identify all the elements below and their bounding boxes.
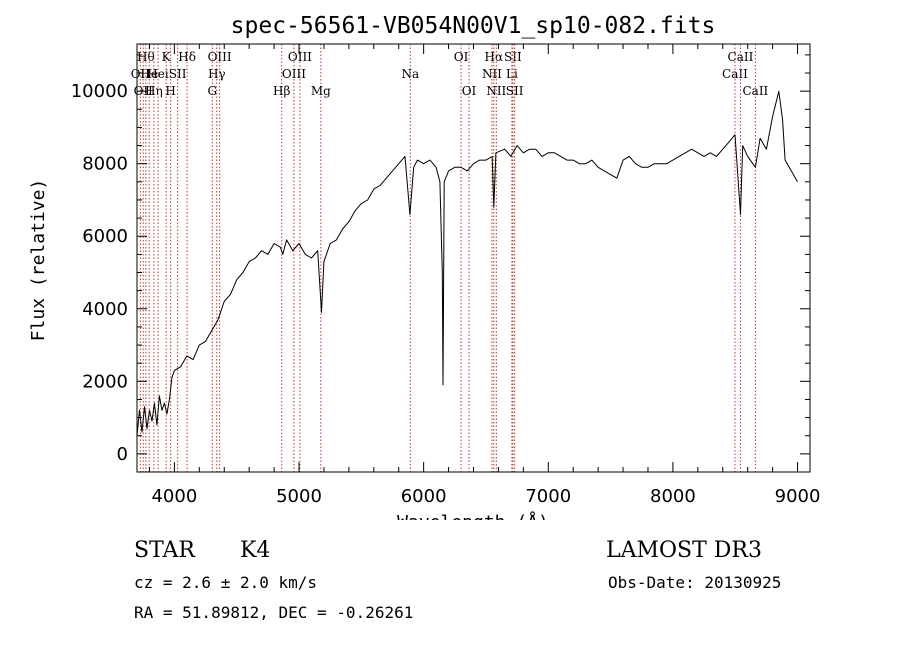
marker-label: Hδ (178, 50, 196, 64)
y-tick-label: 10000 (71, 81, 128, 102)
y-tick-label: 6000 (82, 226, 128, 247)
marker-label: Hβ (273, 84, 290, 98)
marker-label: Hγ (208, 67, 226, 81)
y-tick-label: 4000 (82, 299, 128, 320)
marker-label: G (207, 84, 217, 98)
marker-label: CaII (728, 50, 754, 64)
x-tick-label: 9000 (775, 486, 821, 507)
marker-label: He (140, 67, 158, 81)
marker-label: SII (169, 67, 187, 81)
x-tick-label: 4000 (151, 486, 197, 507)
spectrum-chart: spec-56561-VB054N00V1_sp10-082.fits OII O… (28, 13, 821, 520)
marker-label: Na (401, 67, 419, 81)
marker-label: OII (131, 67, 151, 81)
line-markers: OIIOIIHθHeHηHeiKHSIIHδGHγOIIIHβOIIIOIIIM… (131, 44, 769, 472)
x-tick-label: 7000 (525, 486, 571, 507)
marker-label: CaII (742, 84, 768, 98)
y-axis: 0 2000 4000 6000 8000 10000 (71, 54, 810, 465)
marker-label: OI (454, 50, 469, 64)
redshift-readout: cz = 2.6 ± 2.0 km/s (134, 573, 318, 592)
series-line-flux (136, 90, 798, 436)
marker-label: OIII (282, 67, 306, 81)
marker-label: NII (486, 84, 506, 98)
x-tick-label: 8000 (650, 486, 696, 507)
marker-label: SII (506, 84, 524, 98)
marker-label: Hθ (137, 50, 155, 64)
marker-label: H (165, 84, 175, 98)
marker-label: Hei (147, 67, 169, 81)
y-axis-label: Flux (relative) (28, 179, 49, 342)
marker-label: K (162, 50, 172, 64)
marker-label: Hη (145, 84, 163, 98)
marker-label: Li (506, 67, 518, 81)
subclass: K4 (240, 538, 271, 563)
object-class: STAR (134, 538, 195, 563)
marker-label: Mg (311, 84, 331, 98)
marker-label: OIII (208, 50, 232, 64)
marker-label: OI (462, 84, 477, 98)
plot-frame (136, 43, 811, 473)
y-tick-label: 0 (117, 444, 128, 465)
marker-label: OIII (288, 50, 312, 64)
observation-date: Obs-Date: 20130925 (608, 573, 782, 592)
x-axis: 4000 5000 6000 7000 8000 9000 (148, 44, 821, 507)
y-tick-label: 2000 (82, 371, 128, 392)
coordinates-readout: RA = 51.89812, DEC = -0.26261 (134, 603, 414, 622)
survey-label: LAMOST DR3 (606, 538, 762, 563)
marker-label: NII (482, 67, 502, 81)
x-tick-label: 5000 (276, 486, 322, 507)
marker-label: Hα (485, 50, 504, 64)
marker-label: CaII (722, 67, 748, 81)
series-group (136, 90, 798, 436)
x-tick-label: 6000 (401, 486, 447, 507)
chart-title: spec-56561-VB054N00V1_sp10-082.fits (231, 13, 716, 39)
marker-label: SII (504, 50, 522, 64)
y-tick-label: 8000 (82, 154, 128, 175)
x-axis-label: Wavelength (Å) (397, 511, 549, 520)
